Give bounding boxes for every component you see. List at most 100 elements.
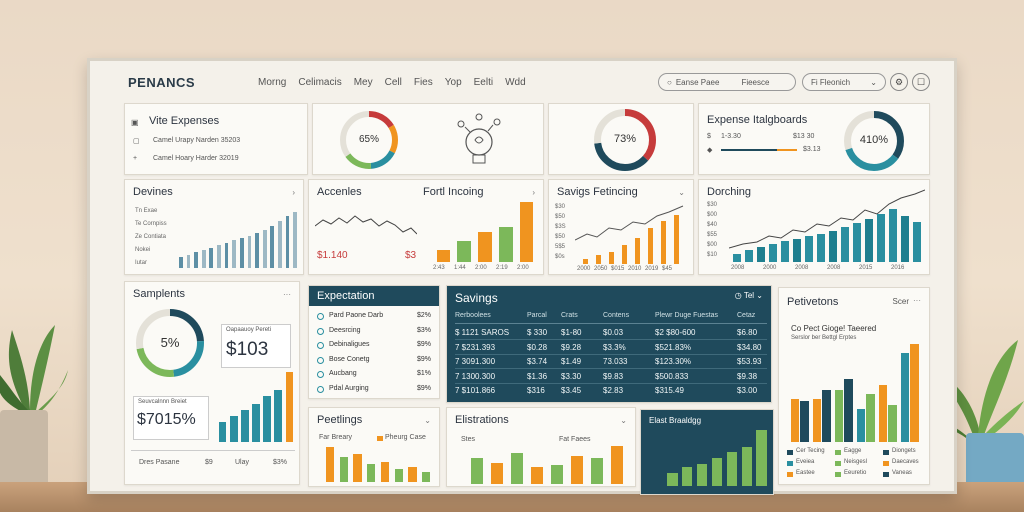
table-cell: $9.83 — [603, 371, 624, 381]
search-bar[interactable]: ○ Eanse Paee Fieesce — [658, 73, 796, 91]
sort-control[interactable]: Scer — [892, 297, 909, 306]
card-title: Elast Braaldgg — [649, 416, 702, 425]
donut-segment — [340, 111, 398, 169]
card-title-2: Fortl Incoing — [423, 186, 484, 198]
account-menu[interactable]: Fi Fleonich ⌄ — [802, 73, 886, 91]
table-cell: $1-80 — [561, 328, 582, 337]
chart-bar — [853, 223, 861, 262]
chart-bar — [270, 226, 275, 268]
donut-chart-73 — [594, 109, 656, 171]
axis-label: 2010 — [628, 266, 642, 272]
axis-label: 2:19 — [496, 265, 508, 271]
dollar-icon: $ — [707, 133, 711, 140]
list-bullet-icon — [317, 313, 324, 320]
nav-item[interactable]: Mey — [353, 76, 373, 88]
diamond-icon: ◆ — [707, 147, 713, 154]
chevron-down-icon[interactable]: ⌄ — [620, 416, 627, 425]
card-title: Samplents — [133, 288, 185, 300]
app-logo[interactable]: PENANCS — [128, 74, 196, 90]
chart-bar — [471, 457, 483, 484]
axis-label: $40 — [707, 222, 718, 228]
nav-item[interactable]: Fies — [413, 76, 433, 88]
chart-bar — [757, 246, 765, 262]
chart-bar — [910, 344, 919, 442]
accenles-value-2: $3 — [405, 250, 417, 261]
chart-bar — [696, 463, 708, 486]
legend-label: Eagge — [844, 448, 862, 454]
chart-bar — [888, 405, 897, 442]
chart-bar — [353, 454, 362, 482]
nav-item[interactable]: Celimacis — [298, 76, 342, 88]
chevron-down-icon: ⌄ — [756, 291, 763, 300]
chart-bar — [252, 404, 260, 442]
chevron-down-icon[interactable]: ⌄ — [678, 188, 685, 197]
chevron-down-icon: ⌄ — [870, 77, 877, 87]
table-cell: $1.36 — [527, 371, 548, 381]
chart-bar — [263, 396, 272, 442]
chart-bar — [745, 250, 753, 262]
donut-track — [340, 111, 398, 169]
savings-menu[interactable]: ◷ Tel ⌄ — [735, 291, 763, 300]
chart-bar — [769, 243, 777, 262]
axis-label: Ze Contiata — [135, 234, 167, 240]
nav-item[interactable]: Morng — [258, 76, 287, 88]
search-placeholder: Eanse Paee — [675, 77, 720, 87]
nav-item[interactable]: Eelti — [473, 76, 494, 88]
notification-icon[interactable]: ☐ — [912, 73, 930, 91]
nav-item[interactable]: Wdd — [505, 76, 526, 88]
chart-bar — [817, 233, 825, 262]
table-cell: $0.03 — [603, 328, 624, 337]
list-bullet-icon — [317, 371, 324, 378]
axis-label: $0s — [555, 254, 565, 260]
chart-bar — [595, 255, 602, 264]
card-title: Expectation — [309, 286, 439, 306]
chevron-right-icon[interactable]: › — [292, 188, 295, 197]
axis-label: 2000 — [763, 265, 777, 271]
more-icon[interactable]: ··· — [913, 296, 921, 305]
expectation-label: Debinaligues — [329, 341, 370, 348]
card-title: Petivetons — [787, 296, 839, 308]
axis-label: $00 — [707, 212, 718, 218]
chart-bar — [571, 456, 583, 484]
card-expectation: Expectation Pard Paone Darb $2% Deesrcing $… — [308, 285, 440, 399]
bar-chart — [579, 212, 683, 264]
expectation-label: Aucbang — [329, 370, 357, 377]
foot-label: Dres Pasane — [139, 459, 180, 466]
chart-bar — [793, 238, 801, 262]
chart-bar — [835, 389, 844, 442]
axis-label: 2050 — [594, 266, 608, 272]
more-icon[interactable]: ··· — [283, 290, 291, 299]
chart-bar — [457, 240, 471, 262]
table-cell: 7 1300.300 — [455, 371, 496, 381]
chart-bar — [711, 457, 723, 486]
expectation-value: $9% — [416, 341, 431, 348]
chevron-right-icon[interactable]: › — [532, 188, 535, 197]
nav-item[interactable]: Cell — [384, 76, 402, 88]
table-cell: $123.30% — [655, 357, 692, 366]
expectation-value: $3% — [416, 326, 431, 334]
card-savings-table: Savings ◷ Tel ⌄ Rerboolees Parcal Crats Con… — [446, 285, 772, 403]
chart-bar — [608, 251, 615, 264]
nav-item[interactable]: Yop — [444, 76, 462, 88]
legend-label: Daecaves — [892, 459, 919, 465]
list-bullet-icon — [317, 342, 324, 349]
chart-bar — [634, 238, 641, 264]
chart-bar — [865, 219, 873, 262]
chart-bar — [186, 254, 191, 268]
chart-bar — [232, 240, 237, 268]
card-peetlings: Peetlings ⌄ Far Breary Pheurg Case — [308, 407, 440, 487]
chart-bar — [733, 254, 741, 262]
donut-chart-5 — [136, 309, 204, 377]
expectation-label: Pard Paone Darb — [329, 312, 384, 319]
left-plant — [0, 300, 70, 500]
legend-label: Cer Tecing — [796, 448, 825, 454]
table-cell: 7 $101.866 — [455, 386, 496, 395]
legend-swatch — [835, 450, 841, 455]
table-cell: $34.80 — [737, 342, 762, 352]
table-cell: $3.30 — [561, 371, 582, 381]
chart-bar — [913, 222, 921, 262]
settings-icon[interactable]: ⚙ — [890, 73, 908, 91]
chevron-down-icon[interactable]: ⌄ — [424, 416, 431, 425]
progress-line-orange — [777, 149, 797, 151]
axis-label: 5$5 — [555, 244, 566, 250]
